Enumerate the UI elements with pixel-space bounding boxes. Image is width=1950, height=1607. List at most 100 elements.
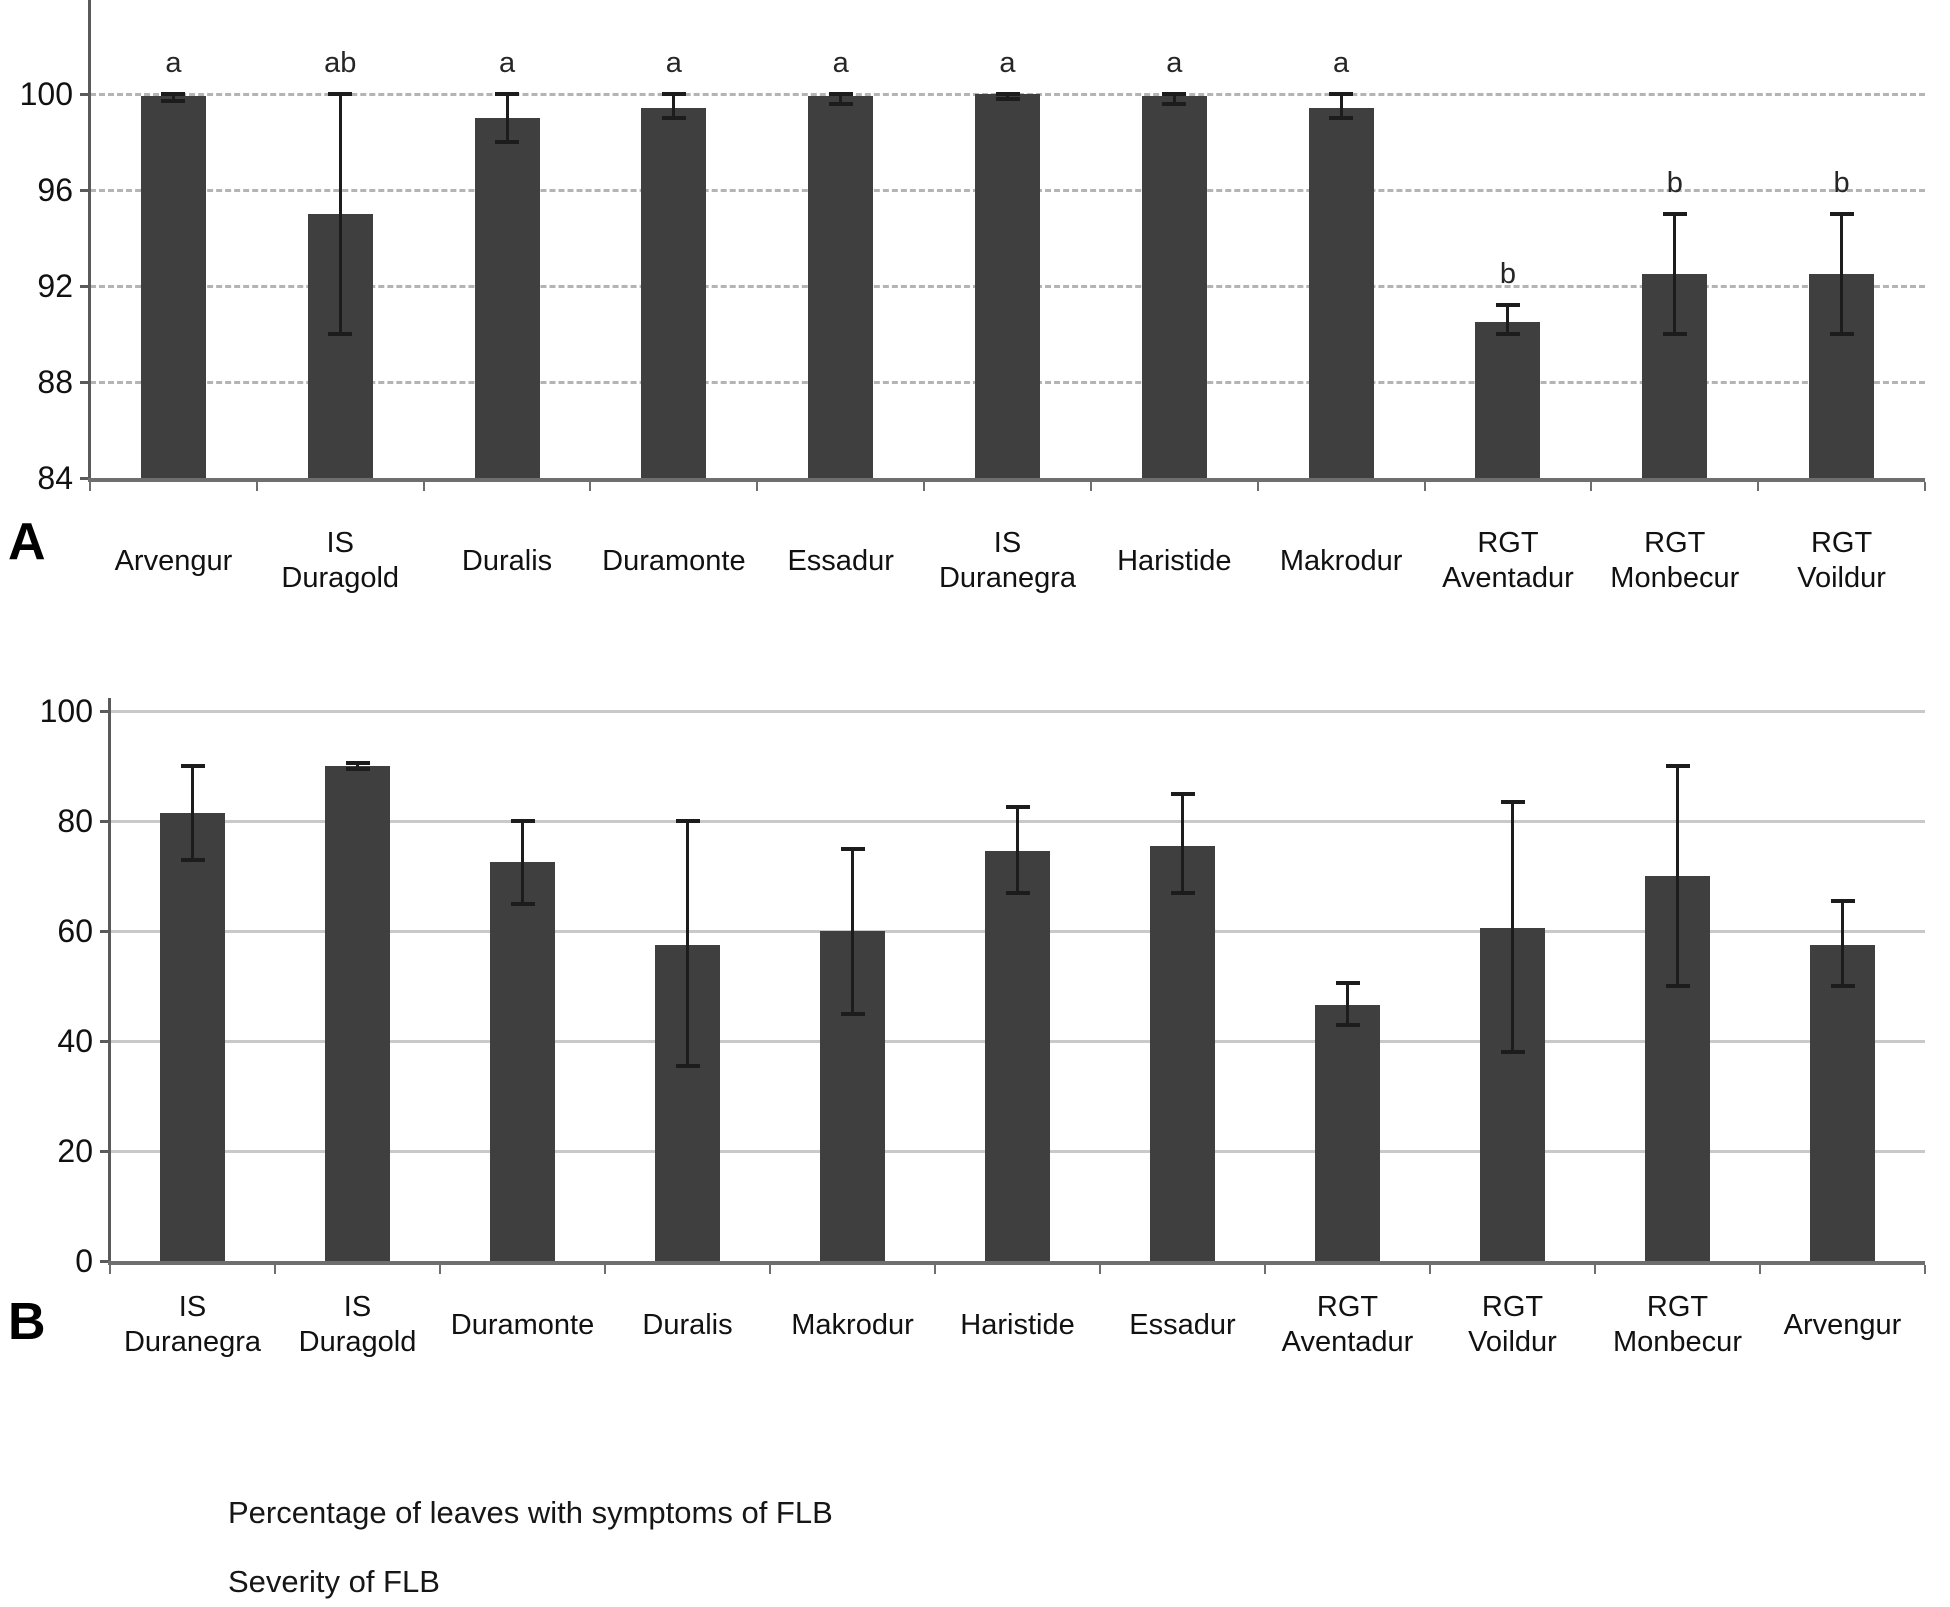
bar xyxy=(1475,322,1541,478)
error-bar-top-cap xyxy=(1662,212,1687,216)
x-axis-tick-mark xyxy=(1256,482,1259,491)
x-axis-category-label: Arvengur xyxy=(1783,1308,1902,1341)
bar xyxy=(820,931,885,1261)
error-bar-top-cap xyxy=(1162,92,1187,96)
x-axis-tick-mark xyxy=(1594,1265,1596,1274)
y-axis-tick-mark xyxy=(100,820,110,823)
x-axis-category-label: Duralis xyxy=(642,1308,733,1341)
y-axis-tick-label: 20 xyxy=(57,1133,93,1169)
y-axis-tick-mark xyxy=(80,477,90,480)
error-bar-top-cap xyxy=(1500,799,1525,804)
gridline xyxy=(110,710,1925,713)
y-axis-tick-mark xyxy=(100,1040,110,1043)
error-bar-top-cap xyxy=(840,846,865,851)
y-axis-tick-label: 92 xyxy=(37,268,73,304)
x-axis-tick-mark xyxy=(1264,1265,1266,1274)
x-axis-category-label: Haristide xyxy=(1117,544,1232,577)
error-bar xyxy=(521,821,524,904)
error-bar-top-cap xyxy=(1495,303,1520,308)
bar xyxy=(1150,845,1215,1261)
significance-letter: a xyxy=(999,47,1016,79)
x-axis-tick-mark xyxy=(923,482,926,491)
y-axis-tick-label: 84 xyxy=(37,460,73,496)
y-axis-tick-label: 100 xyxy=(19,76,73,112)
y-axis-tick-mark xyxy=(100,710,110,713)
x-axis-category-label: Duralis xyxy=(461,544,553,577)
y-axis-tick-label: 0 xyxy=(75,1243,93,1279)
significance-letter: a xyxy=(665,47,682,79)
error-bar-bottom-cap xyxy=(1005,890,1030,895)
x-axis-category-label: RGT Monbecur xyxy=(1613,1291,1742,1358)
error-bar xyxy=(686,821,689,1066)
y-axis-tick-mark xyxy=(80,381,90,384)
gridline xyxy=(110,1040,1925,1043)
error-bar xyxy=(338,94,342,334)
error-bar xyxy=(505,94,509,142)
error-bar-bottom-cap xyxy=(1665,984,1690,988)
y-axis-line xyxy=(108,698,111,1265)
error-bar-bottom-cap xyxy=(1170,890,1195,895)
bar xyxy=(1642,274,1708,478)
error-bar-bottom-cap xyxy=(840,1011,865,1016)
x-axis-category-label: RGT Aventadur xyxy=(1281,1291,1414,1358)
gridline xyxy=(90,285,1925,288)
y-axis-tick-label: 80 xyxy=(57,803,93,839)
error-bar-top-cap xyxy=(995,92,1020,96)
x-axis-category-label: RGT Voildur xyxy=(1797,527,1886,594)
error-bar-bottom-cap xyxy=(345,766,370,771)
x-axis-category-label: Duramonte xyxy=(602,544,746,577)
bar xyxy=(641,108,707,478)
error-bar-bottom-cap xyxy=(661,116,686,120)
error-bar-top-cap xyxy=(828,92,853,96)
x-axis-tick-mark xyxy=(1924,1265,1926,1274)
error-bar-bottom-cap xyxy=(1500,1050,1525,1054)
x-axis-category-label: IS Duragold xyxy=(281,527,400,594)
y-axis-line xyxy=(88,0,91,482)
x-axis-tick-mark xyxy=(255,482,258,491)
panel-b-label: B xyxy=(8,1293,46,1351)
bar xyxy=(474,118,540,478)
error-bar-bottom-cap xyxy=(328,332,353,336)
x-axis-tick-mark xyxy=(274,1265,276,1274)
y-axis-tick-mark xyxy=(100,1260,110,1263)
x-axis-category-label: RGT Voildur xyxy=(1468,1291,1557,1358)
bar xyxy=(808,96,874,478)
bar xyxy=(1315,1005,1380,1261)
error-bar-bottom-cap xyxy=(1495,332,1520,336)
y-axis-tick-mark xyxy=(100,1150,110,1153)
x-axis-category-label: IS Duranegra xyxy=(938,527,1076,594)
error-bar-bottom-cap xyxy=(1162,101,1187,106)
y-axis-tick-label: 40 xyxy=(57,1023,93,1059)
error-bar xyxy=(1016,807,1019,893)
error-bar-top-cap xyxy=(1335,981,1360,986)
gridline xyxy=(90,189,1925,192)
x-axis-category-label: Essadur xyxy=(787,544,894,577)
bar xyxy=(307,214,373,478)
error-bar-top-cap xyxy=(328,92,353,96)
x-axis-category-label: RGT Aventadur xyxy=(1442,527,1574,594)
x-axis-tick-mark xyxy=(769,1265,771,1274)
bar xyxy=(1308,108,1374,478)
error-bar-top-cap xyxy=(661,92,686,96)
error-bar-bottom-cap xyxy=(1662,332,1687,336)
bar xyxy=(1141,96,1207,478)
error-bar xyxy=(1511,801,1514,1052)
caption-percentage-flb: Percentage of leaves with symptoms of FL… xyxy=(228,1495,833,1530)
significance-letter: b xyxy=(1499,258,1517,291)
gridline xyxy=(110,1150,1925,1153)
y-axis-tick-mark xyxy=(80,93,90,96)
bar xyxy=(140,96,206,478)
significance-letter: ab xyxy=(324,47,357,79)
error-bar xyxy=(1840,214,1844,334)
x-axis-tick-mark xyxy=(1423,482,1426,491)
x-axis-tick-mark xyxy=(1590,482,1593,491)
error-bar xyxy=(1676,766,1679,986)
gridline xyxy=(110,820,1925,823)
panel-a-label: A xyxy=(8,513,46,571)
x-axis-tick-mark xyxy=(422,482,425,491)
bar xyxy=(160,812,225,1261)
error-bar-bottom-cap xyxy=(828,101,853,106)
x-axis-category-label: Makrodur xyxy=(1279,544,1403,577)
error-bar xyxy=(1673,214,1677,334)
